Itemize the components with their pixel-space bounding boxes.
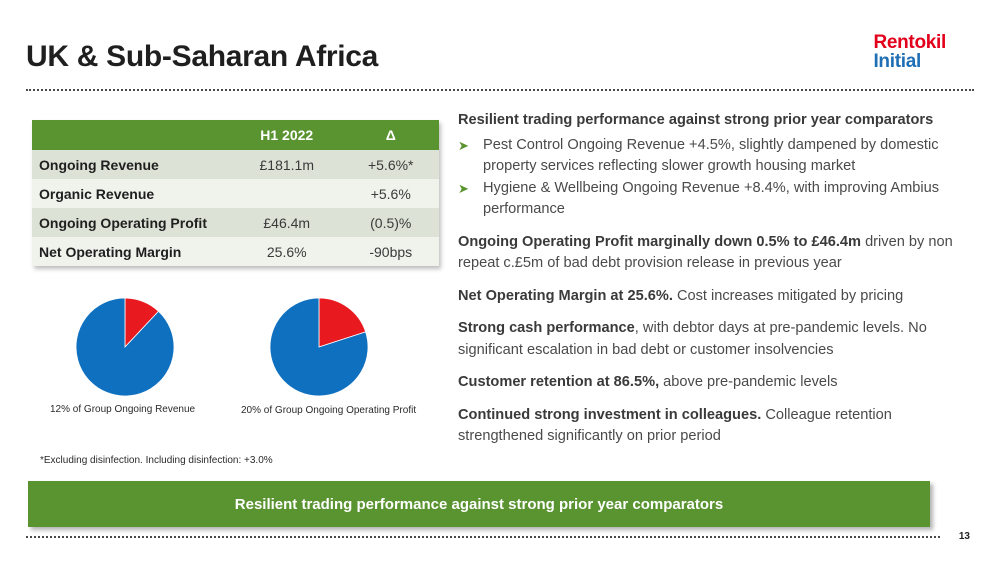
table-header-h1-2022: H1 2022 (231, 120, 343, 150)
paragraph-text: driven by non repeat c.£5m of bad debt p… (458, 233, 953, 272)
row-delta: -90bps (342, 237, 439, 266)
paragraph-text: Cost increases mitigated by pricing (672, 287, 904, 304)
row-value: £181.1m (231, 150, 343, 179)
footnote: *Excluding disinfection. Including disin… (40, 455, 273, 466)
page-title: UK & Sub-Saharan Africa (26, 40, 379, 73)
commentary-paragraph: Net Operating Margin at 25.6%. Cost incr… (458, 286, 978, 308)
bullet-list: ➤ Pest Control Ongoing Revenue +4.5%, sl… (458, 135, 978, 221)
row-label: Ongoing Revenue (32, 150, 231, 179)
bullet-text: Pest Control Ongoing Revenue +4.5%, slig… (483, 136, 939, 175)
commentary-paragraph: Customer retention at 86.5%, above pre-p… (458, 372, 978, 394)
row-value: 25.6% (231, 237, 343, 266)
top-divider (26, 89, 974, 91)
bottom-divider (26, 536, 940, 538)
commentary-paragraph: Ongoing Operating Profit marginally down… (458, 232, 978, 275)
row-label: Organic Revenue (32, 179, 231, 208)
paragraph-text: Colleague retention strengthened signifi… (458, 406, 892, 445)
page-number: 13 (958, 531, 970, 542)
row-delta: +5.6%* (342, 150, 439, 179)
paragraph-text: , with debtor days at pre-pandemic level… (458, 320, 927, 358)
pie-slice-rest-of-group (269, 297, 369, 397)
arrow-bullet-icon: ➤ (458, 180, 469, 196)
table-row: Organic Revenue +5.6% (32, 179, 439, 208)
pie-slice-rest-of-group (75, 297, 175, 397)
commentary-paragraph: Continued strong investment in colleague… (458, 405, 978, 448)
logo-line-1: Rentokil (873, 32, 946, 53)
revenue-pie-label: 12% of Group Ongoing Revenue (50, 404, 196, 415)
summary-banner: Resilient trading performance against st… (28, 481, 930, 527)
bullet-text: Hygiene & Wellbeing Ongoing Revenue +8.4… (483, 179, 940, 218)
kpi-table: H1 2022 Δ Ongoing Revenue £181.1m +5.6%*… (32, 120, 439, 266)
profit-share-pie-chart (269, 297, 369, 397)
paragraph-bold: Strong cash performance (458, 320, 635, 336)
pie-slice-uk-ssa (318, 297, 367, 348)
paragraph-bold: Continued strong investment in colleague… (458, 406, 762, 423)
arrow-bullet-icon: ➤ (458, 137, 469, 153)
commentary-paragraph: Strong cash performance, with debtor day… (458, 318, 978, 361)
paragraph-text: above pre-pandemic levels (659, 374, 838, 390)
paragraph-bold: Net Operating Margin at 25.6%. (458, 287, 673, 304)
row-label: Net Operating Margin (32, 237, 231, 266)
logo-line-2: Initial (873, 51, 921, 72)
bullet-item: ➤ Hygiene & Wellbeing Ongoing Revenue +8… (458, 178, 978, 221)
paragraph-bold: Ongoing Operating Profit marginally down… (458, 233, 862, 250)
table-row: Ongoing Operating Profit £46.4m (0.5)% (32, 208, 439, 237)
row-delta: +5.6% (342, 179, 439, 208)
table-row: Net Operating Margin 25.6% -90bps (32, 237, 439, 266)
rentokil-initial-logo: Rentokil Initial (873, 33, 946, 71)
paragraph-bold: Customer retention at 86.5%, (458, 374, 660, 390)
commentary: Resilient trading performance against st… (458, 110, 978, 459)
row-value (231, 179, 343, 208)
profit-pie-label: 20% of Group Ongoing Operating Profit (241, 405, 417, 416)
revenue-share-pie-chart (75, 297, 175, 397)
row-value: £46.4m (231, 208, 343, 237)
row-delta: (0.5)% (342, 208, 439, 237)
table-header-delta: Δ (342, 120, 439, 150)
table-header-empty (32, 120, 231, 150)
row-label: Ongoing Operating Profit (32, 208, 231, 237)
bullet-item: ➤ Pest Control Ongoing Revenue +4.5%, sl… (458, 135, 978, 178)
commentary-heading: Resilient trading performance against st… (458, 112, 934, 128)
table-header-row: H1 2022 Δ (32, 120, 439, 150)
table-row: Ongoing Revenue £181.1m +5.6%* (32, 150, 439, 179)
